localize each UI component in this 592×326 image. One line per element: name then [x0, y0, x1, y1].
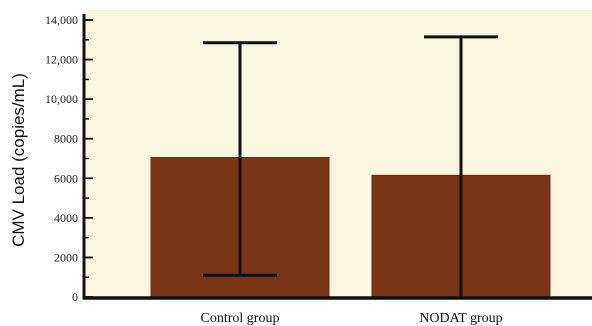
- x-category-labels-layer: Control group NODAT group: [201, 311, 503, 326]
- y-tick-label: 8000: [54, 132, 78, 146]
- axes-layer: [82, 14, 592, 300]
- y-ticks-layer: 0 2000 4000 6000 8000 10,000 12,000 14,000: [45, 13, 93, 304]
- y-tick-label: 14,000: [45, 13, 78, 27]
- y-tick-label: 6000: [54, 171, 78, 185]
- error-bars-layer: [203, 35, 498, 298]
- y-tick-label: 10,000: [45, 92, 78, 106]
- y-tick-label: 0: [72, 290, 78, 304]
- x-category-label: Control group: [201, 311, 280, 326]
- x-category-label: NODAT group: [419, 311, 502, 326]
- y-tick-label: 12,000: [45, 53, 78, 67]
- y-tick-label: 4000: [54, 211, 78, 225]
- y-axis-title: CMV Load (copies/mL): [9, 73, 28, 247]
- y-tick-label: 2000: [54, 250, 78, 264]
